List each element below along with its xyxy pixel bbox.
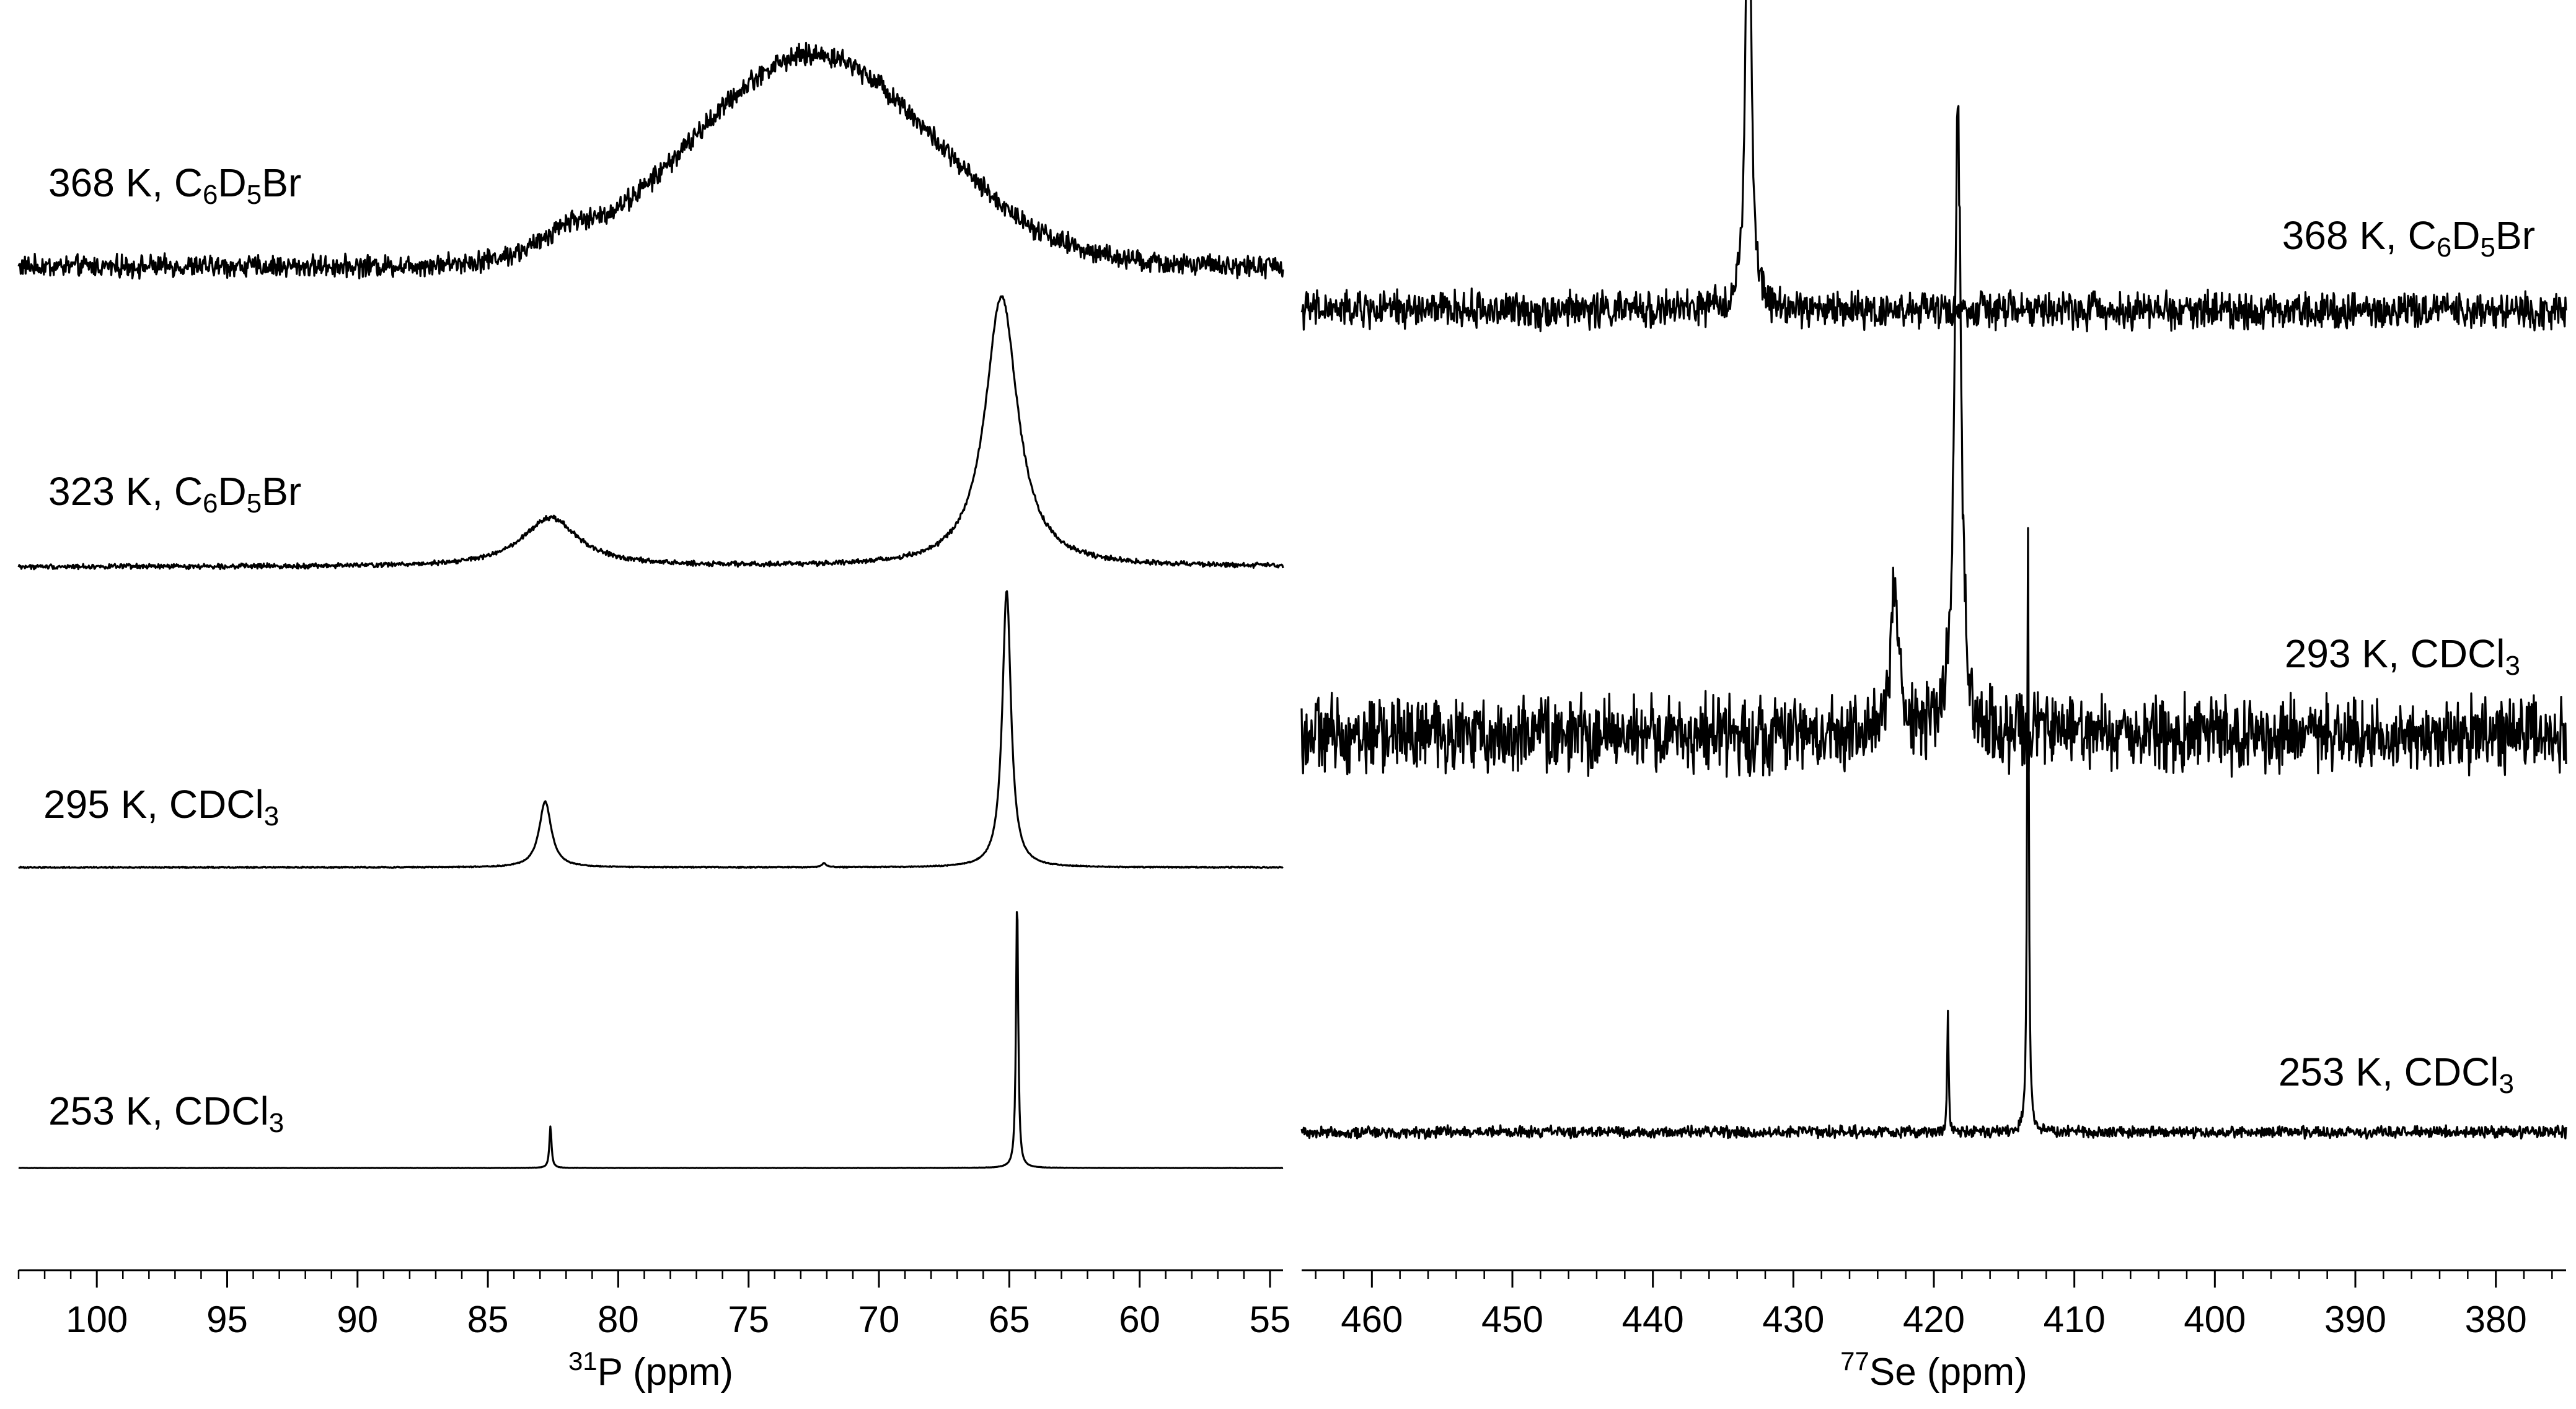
- p31-tick-label: 60: [1119, 1299, 1160, 1340]
- se77-trace-label-2: 293 K, CDCl3: [2285, 631, 2520, 681]
- se77-spectrum-3: [1300, 527, 2567, 1140]
- se77-axis-label: 77Se (ppm): [1840, 1346, 2027, 1394]
- p31-tick-label: 90: [337, 1299, 378, 1340]
- se77-tick-label: 420: [1903, 1299, 1965, 1340]
- p31-tick-label: 85: [467, 1299, 509, 1340]
- se77-tick-label: 440: [1622, 1299, 1684, 1340]
- p31-tick-label: 80: [598, 1299, 639, 1340]
- se77-spectrum-2: [1300, 105, 2567, 778]
- p31-tick-label: 75: [728, 1299, 769, 1340]
- se77-tick-label: 450: [1481, 1299, 1543, 1340]
- p31-tick-label: 55: [1250, 1299, 1291, 1340]
- se77-tick-label: 380: [2465, 1299, 2527, 1340]
- p31-trace-label-1: 368 K, C6D5Br: [48, 160, 301, 210]
- se77-tick-label: 460: [1341, 1299, 1403, 1340]
- p31-tick-label: 100: [66, 1299, 128, 1340]
- p31-trace-label-4: 253 K, CDCl3: [48, 1089, 284, 1138]
- se77-trace-label-3: 253 K, CDCl3: [2278, 1050, 2514, 1099]
- p31-panel: 368 K, C6D5Br 323 K, C6D5Br 295 K, CDCl3 25…: [17, 42, 1291, 1394]
- se77-tick-label: 410: [2044, 1299, 2106, 1340]
- p31-spectrum-4: [18, 911, 1284, 1169]
- p31-trace-label-3: 295 K, CDCl3: [43, 782, 279, 832]
- se77-spectrum-1: [1300, 0, 2567, 333]
- p31-spectrum-2: [17, 295, 1284, 571]
- se77-panel: 368 K, C6D5Br 293 K, CDCl3 253 K, CDCl3 460…: [1300, 0, 2567, 1394]
- p31-tick-label: 65: [989, 1299, 1030, 1340]
- se77-tick-label: 400: [2184, 1299, 2246, 1340]
- se77-tick-label: 390: [2324, 1299, 2386, 1340]
- p31-tick-label: 95: [206, 1299, 248, 1340]
- p31-trace-label-2: 323 K, C6D5Br: [48, 469, 301, 519]
- se77-tick-label: 430: [1762, 1299, 1824, 1340]
- se77-trace-label-1: 368 K, C6D5Br: [2282, 213, 2535, 263]
- p31-spectrum-1: [17, 42, 1284, 280]
- p31-spectrum-3: [18, 590, 1284, 869]
- p31-axis-label: 31P (ppm): [568, 1346, 733, 1394]
- p31-tick-label: 70: [858, 1299, 900, 1340]
